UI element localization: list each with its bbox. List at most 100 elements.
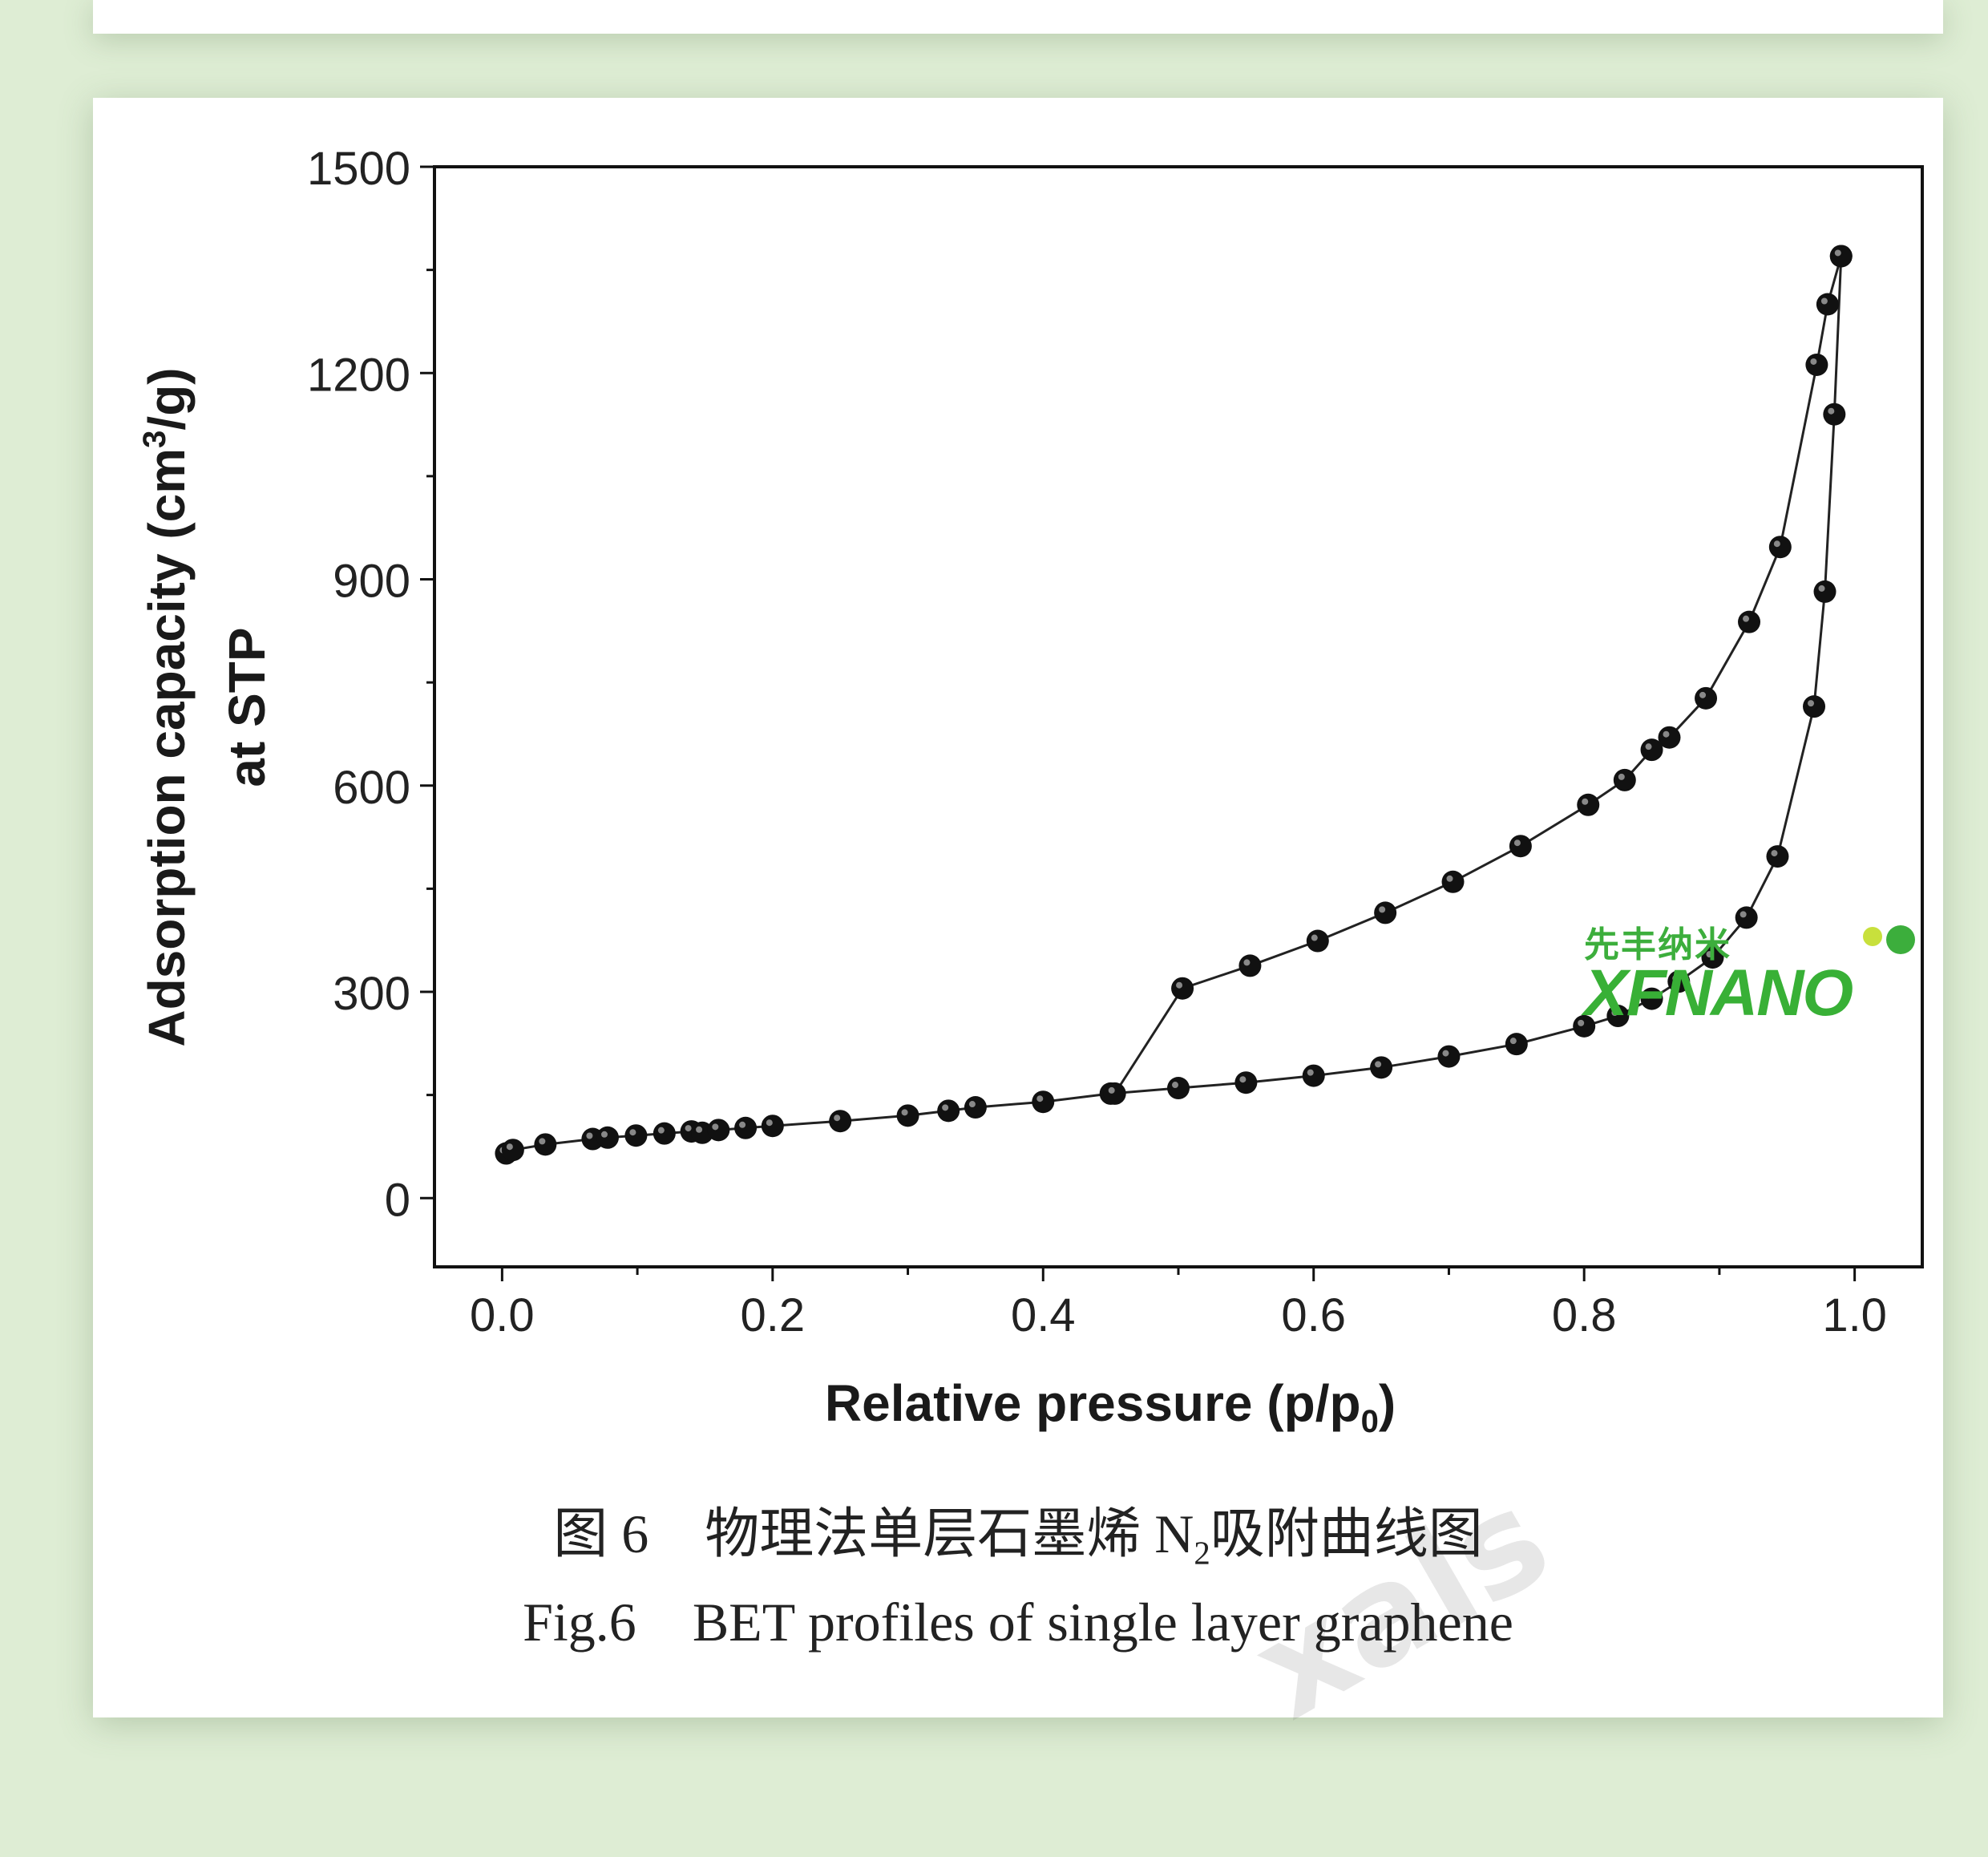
data-point-highlight bbox=[1176, 981, 1183, 989]
previous-card bbox=[93, 0, 1943, 34]
data-point bbox=[1167, 1077, 1190, 1100]
data-point-highlight bbox=[1375, 1061, 1382, 1068]
data-point bbox=[964, 1096, 987, 1119]
data-point-highlight bbox=[1618, 773, 1625, 780]
y-tick-label: 1500 bbox=[307, 143, 410, 195]
logo-dots-icon bbox=[1863, 925, 1915, 954]
data-point bbox=[624, 1124, 648, 1147]
data-point-highlight bbox=[1672, 975, 1679, 982]
data-point bbox=[1768, 536, 1792, 559]
data-point-highlight bbox=[942, 1104, 949, 1111]
data-point-highlight bbox=[1834, 249, 1841, 257]
data-point bbox=[1813, 580, 1836, 603]
data-point bbox=[1577, 793, 1600, 816]
data-point bbox=[1441, 870, 1465, 893]
x-tick-label: 0.0 bbox=[470, 1289, 535, 1341]
data-point-highlight bbox=[629, 1129, 636, 1136]
data-point bbox=[596, 1126, 619, 1149]
data-point bbox=[1509, 835, 1532, 858]
data-point-highlight bbox=[685, 1125, 692, 1132]
data-point-highlight bbox=[1239, 1076, 1247, 1083]
x-tick-label: 0.2 bbox=[740, 1289, 805, 1341]
data-point-highlight bbox=[506, 1143, 513, 1151]
data-point-highlight bbox=[1740, 911, 1747, 918]
plot-frame bbox=[433, 165, 1924, 1268]
data-point bbox=[1823, 403, 1846, 426]
data-point-highlight bbox=[1771, 850, 1778, 857]
data-point-highlight bbox=[1582, 798, 1589, 805]
data-point bbox=[1505, 1033, 1528, 1056]
data-point bbox=[1735, 906, 1758, 929]
logo-cn-text: 先丰纳米 bbox=[1584, 924, 1731, 965]
y-axis-ticks: 0 300 600 900 1200 1500 bbox=[307, 143, 434, 1226]
data-point-highlight bbox=[1611, 1009, 1618, 1017]
data-point bbox=[1032, 1090, 1055, 1114]
data-point bbox=[1370, 1056, 1393, 1079]
caption-cn-text-pre: 物理法单层石墨烯 N bbox=[705, 1503, 1194, 1564]
data-point bbox=[761, 1115, 784, 1138]
data-point-highlight bbox=[1513, 839, 1521, 847]
data-point-highlight bbox=[1743, 615, 1750, 622]
data-point bbox=[1695, 686, 1718, 710]
data-point bbox=[1306, 929, 1329, 953]
data-point-highlight bbox=[1808, 700, 1815, 707]
x-tick-label: 1.0 bbox=[1822, 1289, 1887, 1341]
data-point bbox=[1238, 954, 1262, 977]
data-point-highlight bbox=[696, 1126, 703, 1133]
data-point-highlight bbox=[901, 1109, 908, 1116]
data-point-highlight bbox=[1578, 1019, 1585, 1026]
data-point-highlight bbox=[1645, 992, 1652, 999]
data-point-highlight bbox=[1663, 730, 1670, 738]
y-tick-label: 900 bbox=[333, 556, 410, 608]
data-point bbox=[1437, 1045, 1461, 1068]
data-point-highlight bbox=[712, 1123, 719, 1131]
data-point-highlight bbox=[1446, 875, 1453, 882]
data-point bbox=[829, 1110, 852, 1133]
data-point-highlight bbox=[1036, 1095, 1044, 1102]
data-point-highlight bbox=[739, 1121, 746, 1128]
data-point-highlight bbox=[657, 1127, 665, 1134]
y-axis-title-line1: Adsorption capacity (cm3/g) bbox=[137, 367, 196, 1046]
y-tick-label: 600 bbox=[333, 762, 410, 814]
data-point bbox=[937, 1099, 960, 1123]
data-point bbox=[1640, 987, 1663, 1010]
y-tick-label: 300 bbox=[333, 968, 410, 1020]
data-point bbox=[653, 1122, 676, 1145]
data-point-highlight bbox=[766, 1119, 773, 1127]
data-point-highlight bbox=[968, 1101, 976, 1108]
data-point-highlight bbox=[1820, 297, 1828, 305]
data-point-highlight bbox=[834, 1115, 841, 1122]
caption-english: Fig.6 BET profiles of single layer graphe… bbox=[93, 1591, 1943, 1654]
figure-card: 0 300 600 900 1200 1500 0.0 0.2 0.4 0.6 0.8 1.0 Re… bbox=[93, 98, 1943, 1750]
data-point bbox=[1701, 946, 1724, 969]
data-point bbox=[1374, 901, 1397, 924]
caption-cn-number: 图 6 bbox=[553, 1503, 649, 1564]
data-point-highlight bbox=[1108, 1086, 1115, 1094]
data-point-highlight bbox=[1706, 951, 1713, 958]
caption-cn-text-post: 吸附曲线图 bbox=[1210, 1503, 1483, 1564]
data-point-highlight bbox=[1311, 934, 1318, 941]
data-point bbox=[1606, 1005, 1630, 1028]
bet-chart: 0 300 600 900 1200 1500 0.0 0.2 0.4 0.6 0.8 1.0 Re… bbox=[137, 143, 1924, 1439]
x-tick-label: 0.8 bbox=[1552, 1289, 1617, 1341]
data-point bbox=[734, 1116, 758, 1139]
x-axis-title: Relative pressure (p/p0) bbox=[825, 1374, 1396, 1439]
data-point-highlight bbox=[1818, 585, 1825, 592]
y-axis-title-line2: at STP bbox=[218, 627, 276, 787]
logo-en-text: XFNANO bbox=[1584, 957, 1853, 1030]
data-point bbox=[1738, 610, 1761, 633]
data-point bbox=[1816, 293, 1839, 316]
caption-cn-sub: 2 bbox=[1194, 1535, 1210, 1572]
data-point bbox=[1573, 1014, 1596, 1038]
data-point-highlight bbox=[1379, 906, 1386, 913]
y-minor-ticks bbox=[426, 269, 434, 1097]
data-point-highlight bbox=[1243, 959, 1251, 966]
xfnano-logo: 先丰纳米 XFNANO bbox=[1584, 916, 1953, 1044]
data-point-highlight bbox=[539, 1138, 546, 1145]
x-axis-ticks: 0.0 0.2 0.4 0.6 0.8 1.0 bbox=[470, 1267, 1887, 1341]
data-point-highlight bbox=[1442, 1050, 1449, 1057]
data-point bbox=[1805, 353, 1828, 376]
data-point-highlight bbox=[1509, 1038, 1517, 1045]
data-point bbox=[1613, 768, 1636, 791]
data-point bbox=[1302, 1064, 1325, 1087]
